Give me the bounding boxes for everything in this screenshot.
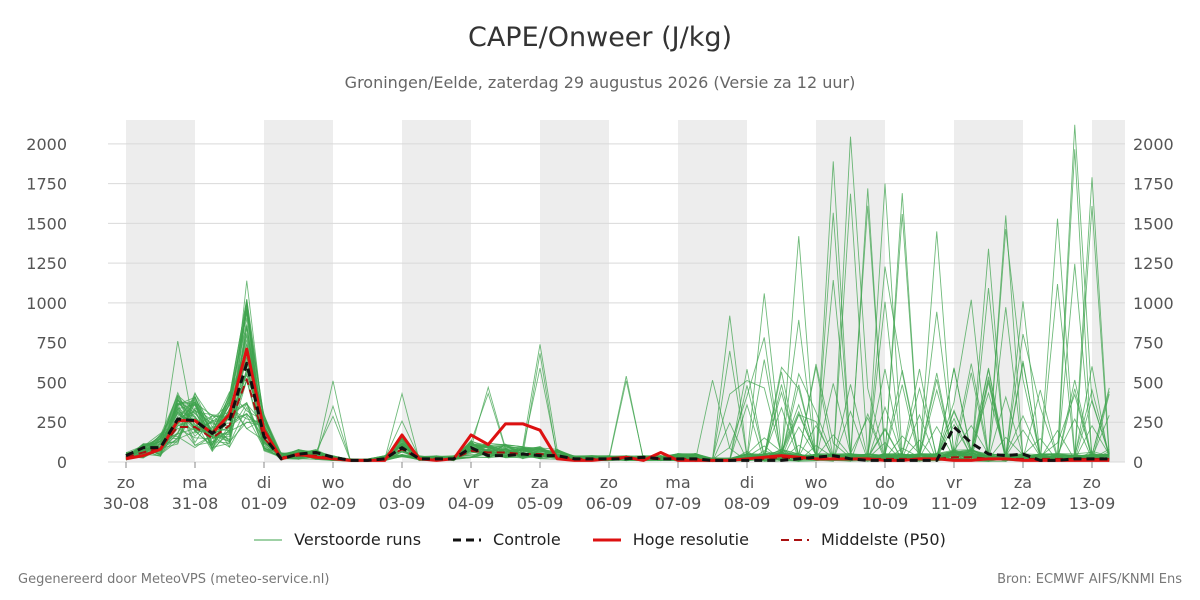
legend-label-members: Verstoorde runs xyxy=(294,530,422,549)
x-tick-day: za xyxy=(1014,473,1032,492)
legend-item-control: Controle xyxy=(453,530,561,549)
shade-band xyxy=(678,120,747,462)
legend-swatch-hires xyxy=(592,538,621,541)
chart-subtitle: Groningen/Eelde, zaterdag 29 augustus 20… xyxy=(344,73,856,92)
legend-swatch-members xyxy=(254,539,283,540)
x-tick-day: di xyxy=(740,473,755,492)
x-tick-date: 06-09 xyxy=(586,494,633,513)
y-tick-label-left: 500 xyxy=(36,373,67,392)
legend-item-members: Verstoorde runs xyxy=(254,530,421,549)
y-tick-label-left: 1250 xyxy=(26,254,67,273)
legend-label-hires: Hoge resolutie xyxy=(632,530,749,549)
legend-label-control: Controle xyxy=(493,530,561,549)
shade-band xyxy=(1092,120,1125,462)
legend-item-median: Middelste (P50) xyxy=(780,530,946,549)
shade-band xyxy=(540,120,609,462)
y-tick-label-right: 750 xyxy=(1133,334,1164,353)
y-tick-label-left: 250 xyxy=(36,413,67,432)
x-tick-day: do xyxy=(875,473,895,492)
x-tick-date: 01-09 xyxy=(241,494,288,513)
legend-item-hires: Hoge resolutie xyxy=(592,530,749,549)
x-tick-day: do xyxy=(392,473,412,492)
x-tick-date: 30-08 xyxy=(103,494,150,513)
x-tick-day: za xyxy=(531,473,549,492)
y-tick-label-left: 2000 xyxy=(26,135,67,154)
shade-band xyxy=(264,120,333,462)
x-tick-day: vr xyxy=(946,473,962,492)
y-tick-label-right: 0 xyxy=(1133,453,1143,472)
y-tick-label-right: 1250 xyxy=(1133,254,1174,273)
y-tick-label-left: 0 xyxy=(57,453,67,472)
y-tick-label-right: 250 xyxy=(1133,413,1164,432)
y-tick-label-left: 1500 xyxy=(26,214,67,233)
y-tick-label-right: 2000 xyxy=(1133,135,1174,154)
y-tick-label-left: 750 xyxy=(36,334,67,353)
x-tick-day: wo xyxy=(322,473,345,492)
y-tick-label-right: 1000 xyxy=(1133,294,1174,313)
x-tick-date: 05-09 xyxy=(517,494,564,513)
x-tick-day: wo xyxy=(805,473,828,492)
x-tick-date: 31-08 xyxy=(172,494,219,513)
legend-swatch-median xyxy=(780,538,809,541)
main-series-lines xyxy=(125,347,1110,462)
x-tick-day: di xyxy=(257,473,272,492)
x-tick-day: ma xyxy=(182,473,207,492)
y-tick-label-left: 1000 xyxy=(26,294,67,313)
x-tick-date: 04-09 xyxy=(448,494,495,513)
x-tick-day: zo xyxy=(117,473,135,492)
legend-swatch-control xyxy=(453,538,482,541)
x-tick-day: vr xyxy=(463,473,479,492)
x-axis: zo 30-08 ma 31-08 di 01-09 wo 02-09 do 03-09 vr 04-… xyxy=(103,462,1116,513)
footer-source: Bron: ECMWF AIFS/KNMI Ens xyxy=(997,572,1182,587)
x-tick-day: zo xyxy=(600,473,618,492)
legend-label-median: Middelste (P50) xyxy=(820,530,946,549)
y-axis-right: 0 250 500 750 1000 1250 1500 1750 2000 xyxy=(1133,135,1174,472)
y-axis-left: 0 250 500 750 1000 1250 1500 1750 2000 xyxy=(26,135,67,472)
chart-title: CAPE/Onweer (J/kg) xyxy=(467,22,732,53)
x-tick-date: 02-09 xyxy=(310,494,357,513)
footer-generated-by: Gegenereerd door MeteoVPS (meteo-service… xyxy=(18,572,330,587)
control-line xyxy=(125,361,1110,462)
x-tick-day: ma xyxy=(665,473,690,492)
y-tick-label-right: 1500 xyxy=(1133,214,1174,233)
x-tick-date: 03-09 xyxy=(379,494,426,513)
x-tick-date: 10-09 xyxy=(862,494,909,513)
x-tick-date: 07-09 xyxy=(655,494,702,513)
x-tick-date: 11-09 xyxy=(931,494,978,513)
y-tick-label-right: 1750 xyxy=(1133,175,1174,194)
y-tick-label-left: 1750 xyxy=(26,175,67,194)
x-tick-date: 13-09 xyxy=(1069,494,1116,513)
x-tick-day: zo xyxy=(1083,473,1101,492)
x-tick-date: 12-09 xyxy=(1000,494,1047,513)
shade-band xyxy=(402,120,471,462)
legend: Verstoorde runs Controle Hoge resolutie … xyxy=(0,530,1200,549)
weekend-shading xyxy=(126,120,1125,462)
x-tick-date: 09-09 xyxy=(793,494,840,513)
x-tick-date: 08-09 xyxy=(724,494,771,513)
y-tick-label-right: 500 xyxy=(1133,373,1164,392)
